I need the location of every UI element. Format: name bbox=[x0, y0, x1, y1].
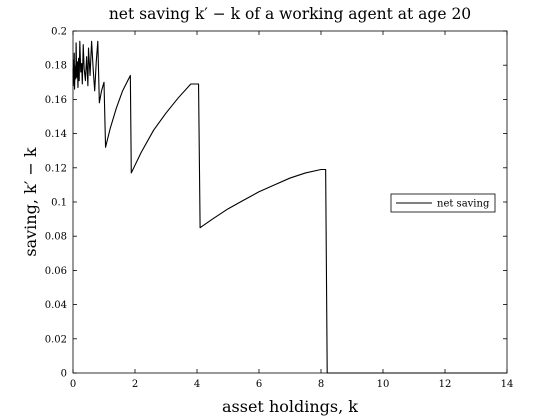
y-tick-label: 0.16 bbox=[45, 95, 67, 106]
y-axis: 0 0.02 0.04 0.06 0.08 0.1 0.12 0.14 0.16 0.18 0.2 bbox=[45, 27, 507, 380]
y-tick-label: 0.2 bbox=[51, 27, 67, 38]
y-tick-label: 0.02 bbox=[45, 334, 67, 345]
x-tick-label: 14 bbox=[501, 379, 514, 390]
y-tick-label: 0.1 bbox=[51, 198, 67, 209]
x-tick-label: 12 bbox=[439, 379, 452, 390]
y-tick-label: 0.12 bbox=[45, 163, 67, 174]
series-line-net-saving bbox=[72, 40, 507, 374]
x-tick-label: 0 bbox=[70, 379, 76, 390]
chart-title: net saving k′ − k of a working agent at … bbox=[109, 5, 471, 23]
legend-label: net saving bbox=[437, 199, 490, 210]
x-axis-label: asset holdings, k bbox=[222, 397, 358, 416]
x-axis: 0 2 4 6 8 10 12 14 bbox=[70, 31, 514, 390]
x-tick-label: 8 bbox=[318, 379, 324, 390]
x-tick-label: 10 bbox=[377, 379, 390, 390]
y-axis-label: saving, k′ − k bbox=[21, 147, 40, 257]
x-tick-label: 4 bbox=[194, 379, 200, 390]
y-tick-label: 0.04 bbox=[45, 300, 67, 311]
y-tick-label: 0.18 bbox=[45, 61, 67, 72]
y-tick-label: 0.06 bbox=[45, 266, 67, 277]
y-tick-label: 0 bbox=[61, 369, 67, 380]
y-tick-label: 0.14 bbox=[45, 129, 67, 140]
x-tick-label: 2 bbox=[132, 379, 138, 390]
x-tick-label: 6 bbox=[256, 379, 262, 390]
series-layer bbox=[72, 40, 507, 374]
legend: net saving bbox=[390, 193, 496, 213]
legend-box bbox=[390, 193, 496, 213]
y-tick-label: 0.08 bbox=[45, 232, 67, 243]
